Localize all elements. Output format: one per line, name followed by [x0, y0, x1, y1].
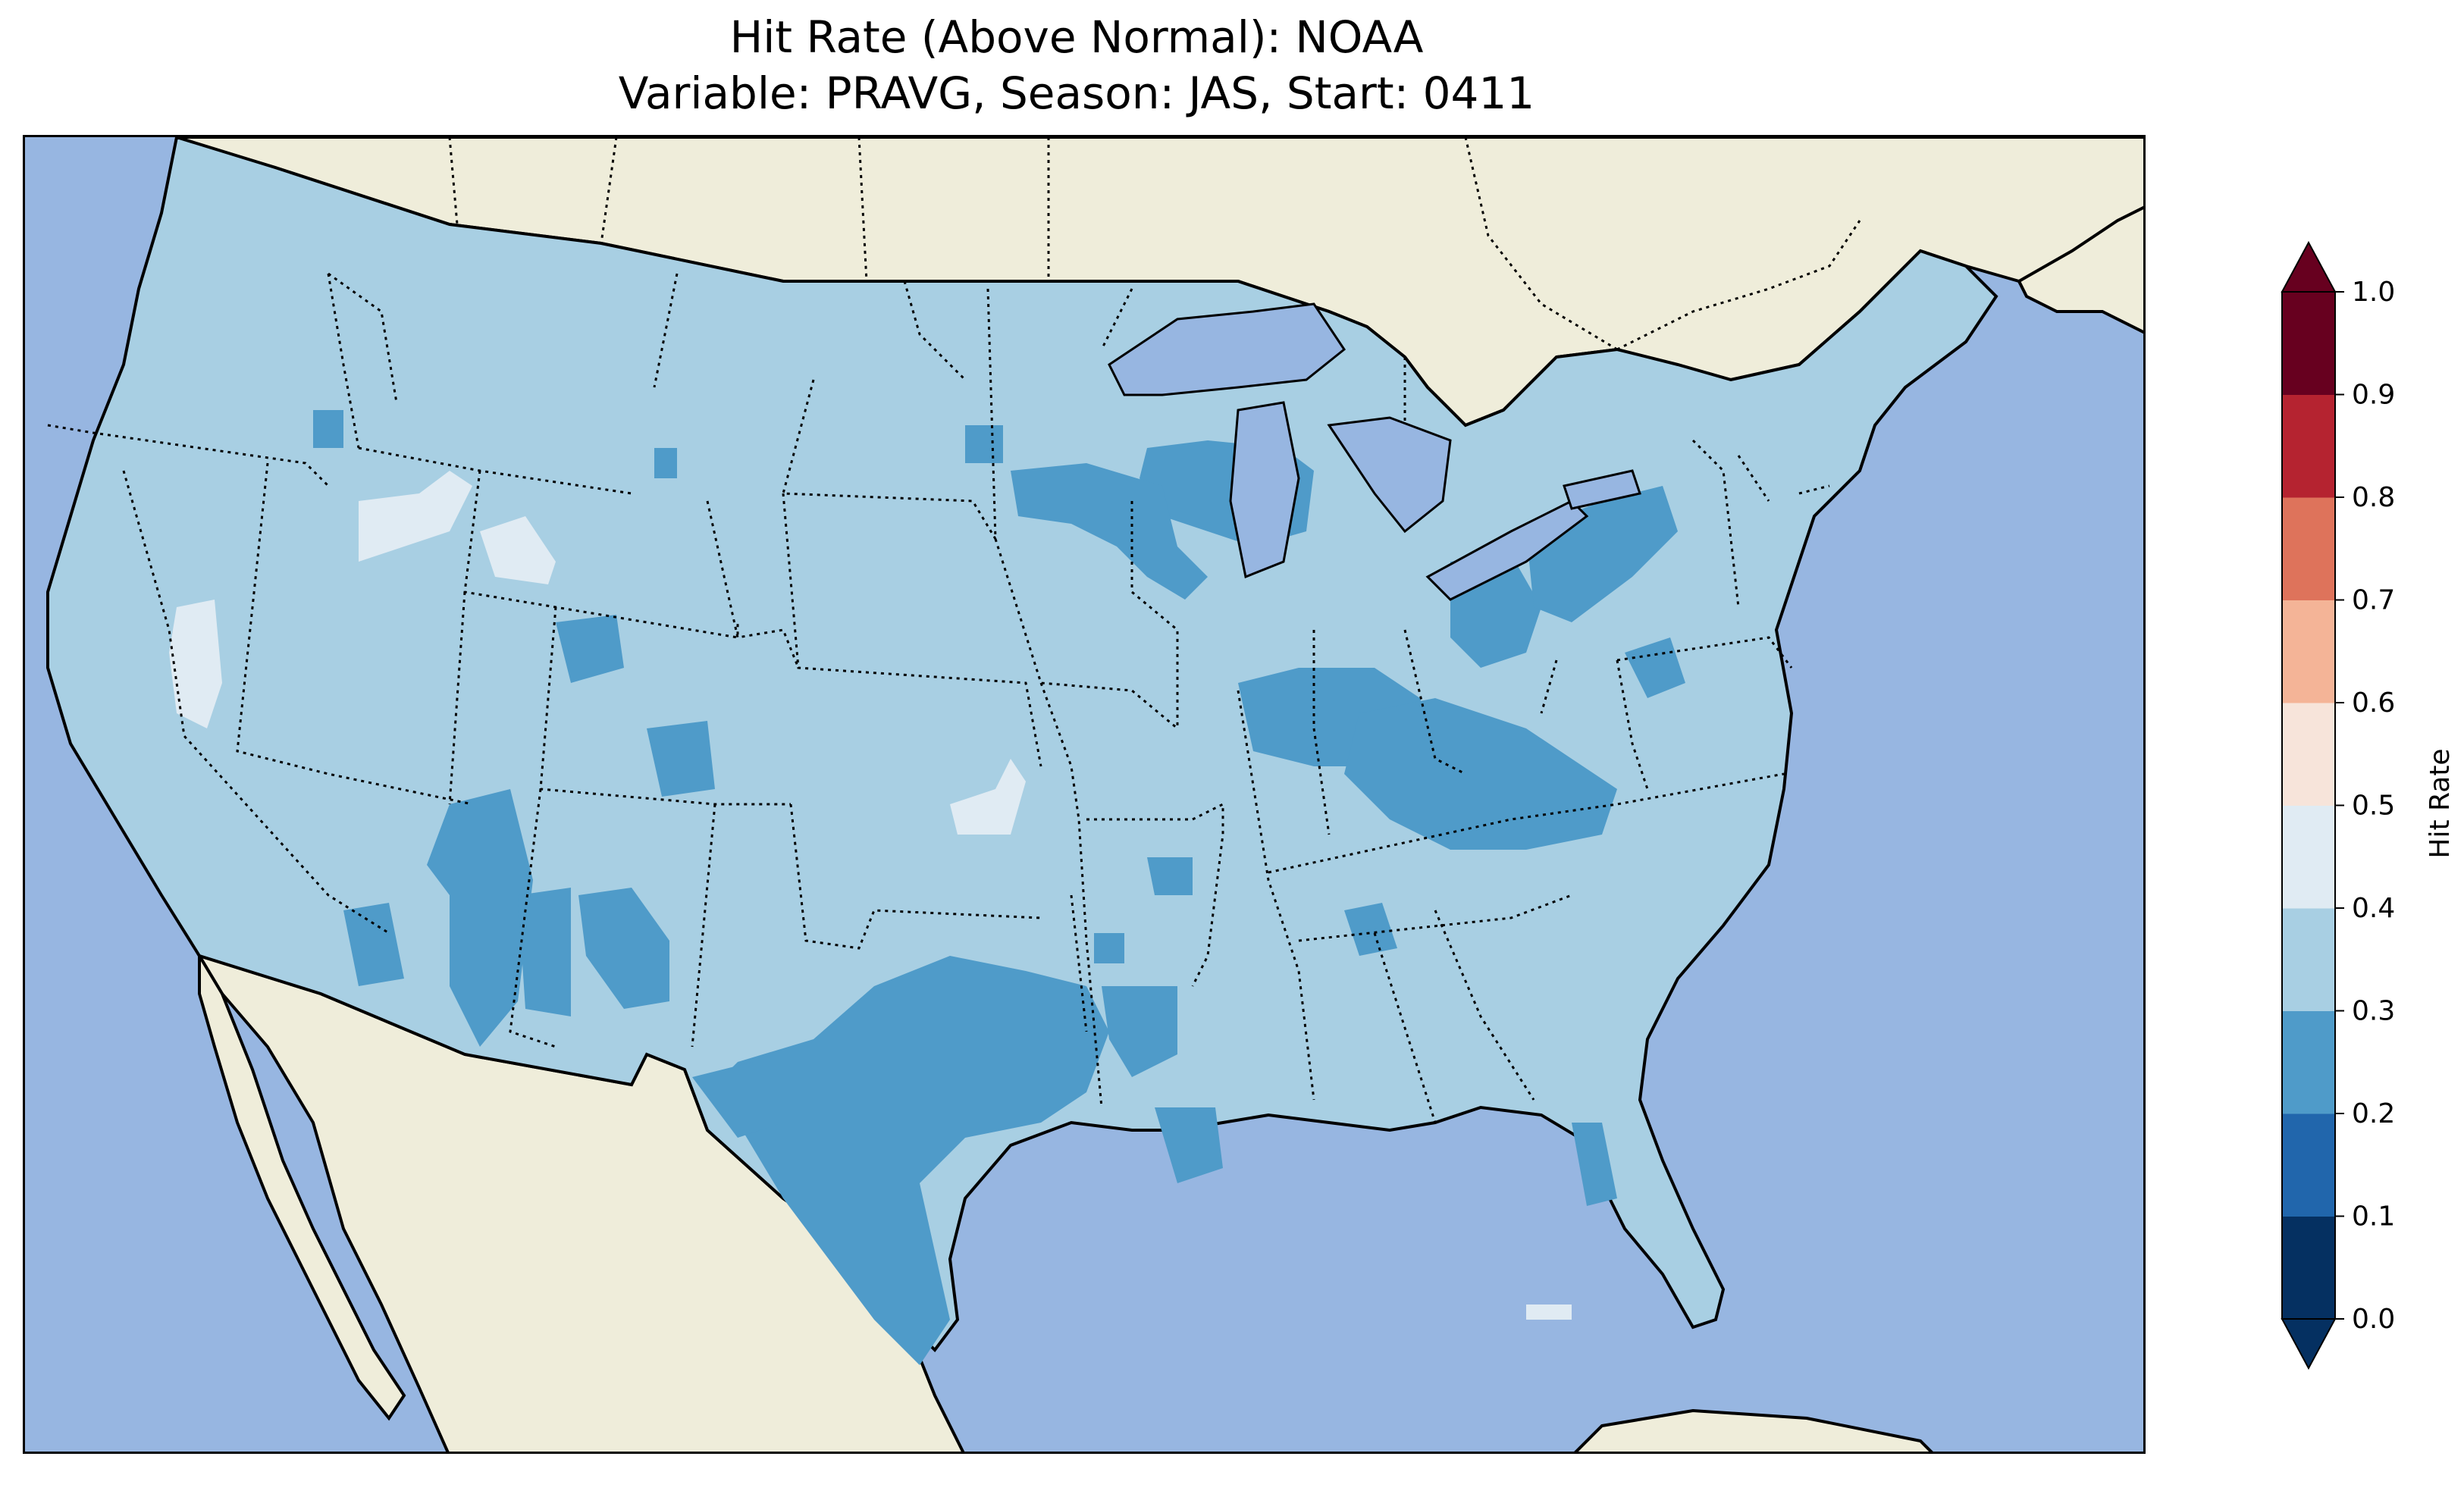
wyoming-high [480, 516, 556, 584]
colorbar-bin [2282, 292, 2335, 395]
state-borders [47, 272, 1830, 1123]
missouri-low [1147, 857, 1193, 895]
colorbar-tick-label: 0.6 [2352, 687, 2395, 719]
oregon-idaho-high [359, 471, 472, 562]
chart-subtitle: Variable: PRAVG, Season: JAS, Start: 041… [618, 67, 1535, 119]
arkansas-low [1094, 933, 1124, 963]
colorbar-bin [2282, 1010, 2335, 1114]
lake-michigan [1229, 401, 1300, 579]
hit-rate-0.2-0.3-regions [313, 410, 1685, 1365]
hit-rate-0.4-0.5-regions [169, 471, 1572, 1320]
oklahoma-high [950, 759, 1026, 835]
louisiana-low [1155, 1107, 1223, 1183]
colorbar-bin [2282, 908, 2335, 1011]
colorado-low [556, 615, 624, 683]
idaho-low [313, 410, 343, 448]
arizona-west-low [343, 903, 404, 986]
alabama-low [1344, 903, 1397, 956]
colorbar-bin [2282, 1216, 2335, 1320]
colorbar-bin [2282, 1113, 2335, 1217]
colorbar-bin [2282, 703, 2335, 806]
baja-land [198, 950, 406, 1421]
colorbar-extend-min [2281, 1318, 2337, 1370]
colorbar-label: Hit Rate [2425, 748, 2456, 858]
colorbar-tick-label: 0.7 [2352, 585, 2395, 616]
texas-low [707, 956, 1109, 1365]
kentucky-ohio-low [1344, 698, 1617, 850]
lake-erie [1425, 500, 1589, 601]
chart-title: Hit Rate (Above Normal): NOAA [729, 11, 1424, 63]
usa-land [46, 137, 1998, 1353]
bahamas-high [1526, 1305, 1572, 1320]
southdakota-low [965, 425, 1003, 463]
newmexico-west-low [518, 888, 571, 1016]
colorbar-tick-label: 0.1 [2352, 1201, 2395, 1232]
colorbar-tick-label: 0.5 [2352, 791, 2395, 822]
minnesota-low [1011, 463, 1208, 600]
colorbar-tick-label: 1.0 [2352, 277, 2395, 308]
arizona-low [427, 789, 533, 1047]
great-lakes [1108, 302, 1641, 601]
cuba-land [1574, 1408, 1933, 1452]
lake-huron [1327, 416, 1452, 534]
colorbar-tick-label: 0.4 [2352, 893, 2395, 924]
nevada-high [169, 600, 222, 728]
province-borders [448, 137, 1861, 351]
colorbar-tick-label: 0.2 [2352, 1098, 2395, 1129]
colorbar-tick-label: 0.9 [2352, 380, 2395, 411]
newmexico-low [578, 888, 669, 1009]
wyoming-low [654, 448, 677, 478]
colorbar-tick-label: 0.3 [2352, 996, 2395, 1027]
map-canvas [25, 137, 2143, 1452]
map-panel [23, 135, 2146, 1454]
colorado-south-low [647, 721, 715, 797]
florida-low [1572, 1123, 1617, 1206]
colorbar-tick-label: 0.8 [2352, 482, 2395, 513]
colorbar-bin [2282, 600, 2335, 703]
colorbar-extend-max [2281, 240, 2337, 293]
maritime-land [2017, 205, 2143, 334]
colorbar-tick-label: 0.0 [2352, 1304, 2395, 1335]
colorbar-bin [2282, 497, 2335, 600]
texas-west-low [692, 1062, 783, 1138]
colorbar-bin [2282, 805, 2335, 909]
lake-ontario [1563, 469, 1641, 510]
lake-superior [1108, 302, 1346, 396]
colorbar-bin [2282, 394, 2335, 498]
arkansas-louisiana-low [1102, 986, 1177, 1077]
